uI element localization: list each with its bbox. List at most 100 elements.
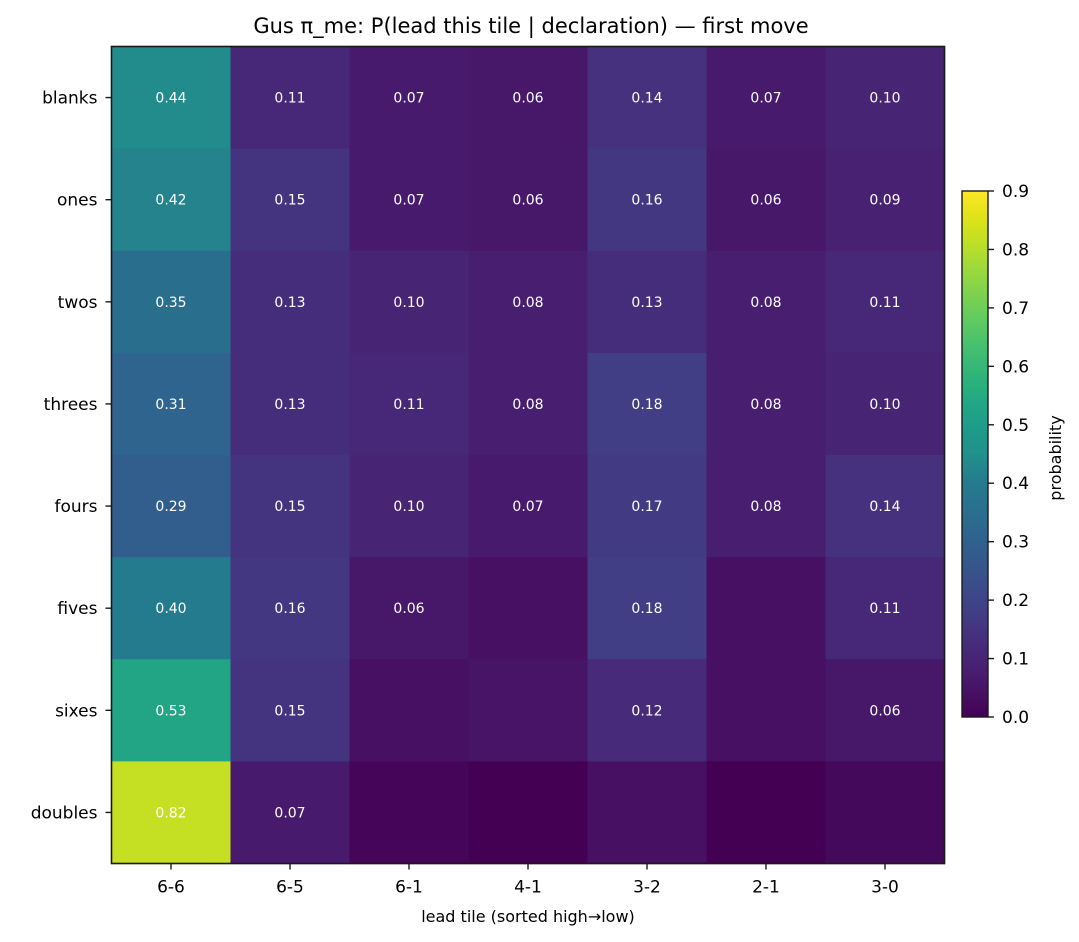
cell-value-label: 0.08 xyxy=(750,397,781,413)
heatmap-cell xyxy=(230,659,351,762)
heatmap-cell xyxy=(468,148,589,252)
cell-value-label: 0.10 xyxy=(393,295,424,311)
y-tick-label: fives xyxy=(57,599,97,619)
cell-value-label: 0.08 xyxy=(750,295,781,311)
cell-value-label: 0.15 xyxy=(274,703,305,719)
cell-value-label: 0.07 xyxy=(750,91,781,107)
cell-value-label: 0.11 xyxy=(274,91,305,107)
cell-value-label: 0.09 xyxy=(869,193,900,209)
heatmap-cell xyxy=(706,250,827,354)
heatmap-cell xyxy=(587,557,708,660)
colorbar-tick-label: 0.6 xyxy=(1002,357,1029,377)
heatmap-cell xyxy=(230,250,351,354)
cell-value-label: 0.16 xyxy=(274,601,305,617)
cell-value-label: 0.14 xyxy=(631,91,662,107)
heatmap-cell xyxy=(468,352,589,456)
x-tick-label: 6-5 xyxy=(276,878,304,898)
heatmap-cell xyxy=(111,659,232,762)
x-tick-label: 6-1 xyxy=(395,878,423,898)
heatmap-cells xyxy=(111,46,946,865)
heatmap-cell xyxy=(825,46,946,150)
cell-value-label: 0.29 xyxy=(155,499,186,515)
x-axis-ticks: 6-6 6-5 6-1 4-1 3-2 2-1 3-0 xyxy=(157,863,899,898)
heatmap-cell xyxy=(706,659,827,762)
heatmap-cell xyxy=(468,761,589,865)
heatmap-cell xyxy=(111,557,232,660)
chart-title: Gus π_me: P(lead this tile | declaration… xyxy=(253,14,808,39)
heatmap-cell xyxy=(825,761,946,865)
cell-value-label: 0.16 xyxy=(631,193,662,209)
heatmap-cell xyxy=(587,250,708,354)
heatmap-cell xyxy=(706,557,827,660)
cell-value-label: 0.14 xyxy=(869,499,900,515)
heatmap-cell xyxy=(587,352,708,456)
colorbar-tick-label: 0.0 xyxy=(1002,708,1029,728)
cell-value-label: 0.17 xyxy=(631,499,662,515)
cell-value-label: 0.53 xyxy=(155,703,186,719)
heatmap-cell xyxy=(349,250,470,354)
cell-value-label: 0.06 xyxy=(512,193,543,209)
cell-value-label: 0.10 xyxy=(869,397,900,413)
heatmap-cell xyxy=(111,148,232,252)
heatmap-cell xyxy=(587,761,708,865)
cell-value-label: 0.07 xyxy=(512,499,543,515)
heatmap-cell xyxy=(706,46,827,150)
y-tick-label: threes xyxy=(44,395,98,415)
cell-value-label: 0.08 xyxy=(750,499,781,515)
cell-value-label: 0.12 xyxy=(631,703,662,719)
heatmap-cell xyxy=(825,455,946,558)
colorbar-tick-label: 0.2 xyxy=(1002,591,1029,611)
cell-value-label: 0.13 xyxy=(631,295,662,311)
cell-value-label: 0.11 xyxy=(869,601,900,617)
heatmap-cell xyxy=(349,659,470,762)
colorbar xyxy=(961,190,989,718)
cell-value-label: 0.13 xyxy=(274,397,305,413)
heatmap-cell xyxy=(468,659,589,762)
x-tick-label: 6-6 xyxy=(157,878,185,898)
colorbar-tick-label: 0.9 xyxy=(1002,182,1029,202)
heatmap-cell-labels: 0.44 0.11 0.07 0.06 0.14 0.07 0.10 0.42 0.15 0.07… xyxy=(155,91,900,822)
cell-value-label: 0.06 xyxy=(393,601,424,617)
heatmap-cell xyxy=(468,455,589,558)
cell-value-label: 0.35 xyxy=(155,295,186,311)
cell-value-label: 0.06 xyxy=(750,193,781,209)
heatmap-cell xyxy=(825,659,946,762)
heatmap-cell xyxy=(587,46,708,150)
heatmap-cell xyxy=(111,250,232,354)
colorbar-tick-label: 0.1 xyxy=(1002,650,1029,670)
heatmap-cell xyxy=(349,557,470,660)
heatmap-cell xyxy=(468,46,589,150)
heatmap-cell xyxy=(111,761,232,865)
heatmap-cell xyxy=(587,659,708,762)
cell-value-label: 0.07 xyxy=(393,91,424,107)
colorbar-label: probability xyxy=(1046,415,1065,500)
heatmap-cell xyxy=(230,455,351,558)
x-tick-label: 2-1 xyxy=(752,878,780,898)
heatmap-cell xyxy=(706,761,827,865)
heatmap-cell xyxy=(825,250,946,354)
heatmap-cell xyxy=(706,455,827,558)
heatmap-cell xyxy=(706,148,827,252)
heatmap-cell xyxy=(349,148,470,252)
heatmap-cell xyxy=(111,455,232,558)
heatmap-cell xyxy=(230,761,351,865)
heatmap-cell xyxy=(349,46,470,150)
y-tick-label: sixes xyxy=(55,701,98,721)
heatmap-cell xyxy=(468,250,589,354)
cell-value-label: 0.13 xyxy=(274,295,305,311)
cell-value-label: 0.18 xyxy=(631,601,662,617)
x-axis-label: lead tile (sorted high→low) xyxy=(421,907,635,926)
colorbar-tick-label: 0.3 xyxy=(1002,533,1029,553)
cell-value-label: 0.82 xyxy=(155,805,186,821)
colorbar-tick-label: 0.5 xyxy=(1002,416,1029,436)
cell-value-label: 0.10 xyxy=(869,91,900,107)
cell-value-label: 0.06 xyxy=(512,91,543,107)
x-tick-label: 3-2 xyxy=(633,878,661,898)
heatmap-cell xyxy=(230,352,351,456)
y-tick-label: ones xyxy=(57,191,98,211)
x-tick-label: 3-0 xyxy=(871,878,899,898)
y-tick-label: twos xyxy=(58,293,98,313)
cell-value-label: 0.18 xyxy=(631,397,662,413)
heatmap-cell xyxy=(349,455,470,558)
